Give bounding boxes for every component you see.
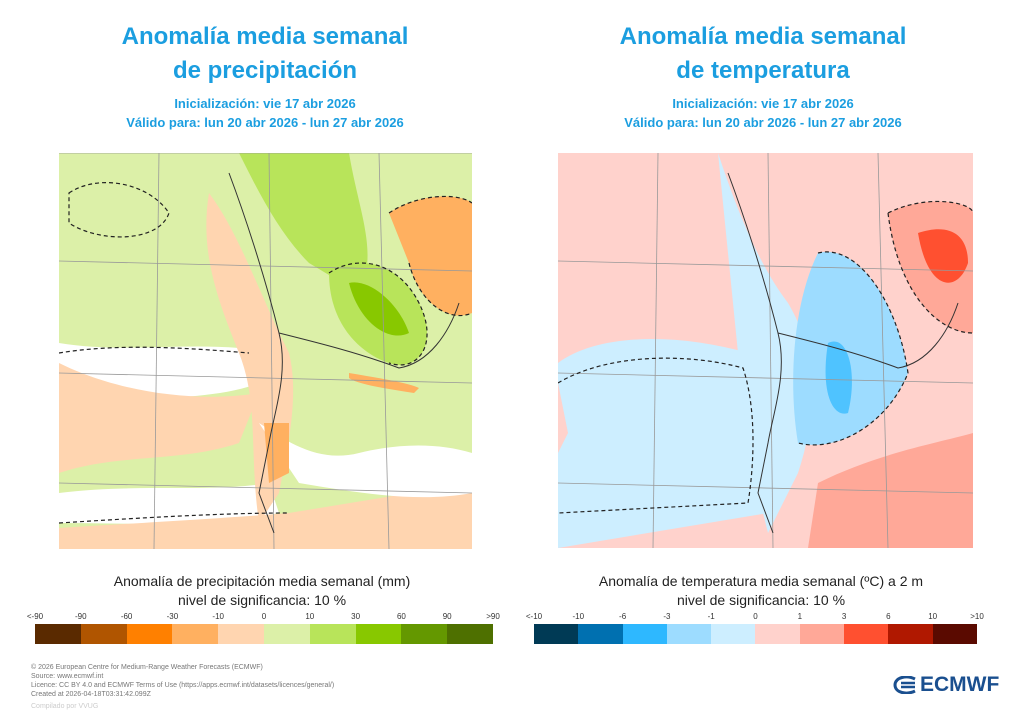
temp-significance: nivel de significancia: 10 % (676, 592, 846, 608)
temp-legend-bar (534, 624, 977, 644)
legend-tick-label: 60 (396, 612, 406, 621)
precip-caption: Anomalía de precipitación media semanal … (32, 572, 492, 610)
legend-swatch (711, 624, 756, 644)
legend-swatch (666, 624, 712, 644)
legend-swatch (932, 624, 977, 644)
footer-copyright: © 2026 European Centre for Medium-Range … (31, 664, 263, 671)
legend-swatch (355, 624, 402, 644)
legend-swatch (578, 624, 623, 644)
legend-tick-label: 10 (928, 612, 938, 621)
legend-swatch (401, 624, 448, 644)
compiled-by: Compilado por VVUG (31, 703, 99, 710)
temp-valid: Válido para: lun 20 abr 2026 - lun 27 ab… (624, 115, 902, 130)
precip-title-line1: Anomalía media semanal (121, 23, 409, 50)
legend-swatch (622, 624, 667, 644)
legend-tick-label: 0 (261, 612, 267, 621)
legend-swatch (799, 624, 845, 644)
legend-tick-label: 90 (442, 612, 452, 621)
legend-tick-label: -3 (663, 612, 671, 621)
legend-tick-label: -30 (166, 612, 179, 621)
ecmwf-logo: ECMWF (893, 673, 999, 697)
precip-legend-labels: <-90 -90 -60 -30 -10 0 10 30 60 90 >90 (27, 612, 500, 624)
temp-init: Inicialización: vie 17 abr 2026 (672, 96, 854, 111)
precip-anomaly-map (59, 153, 472, 549)
temp-title: Anomalía media semanal de temperatura (563, 20, 963, 88)
legend-swatch (844, 624, 889, 644)
footer-credits: © 2026 European Centre for Medium-Range … (31, 663, 334, 699)
legend-tick-label: -10 (572, 612, 585, 621)
legend-swatch (35, 624, 81, 644)
precip-init: Inicialización: vie 17 abr 2026 (174, 96, 356, 111)
legend-tick-label: -6 (619, 612, 627, 621)
temp-caption-text: Anomalía de temperatura media semanal (º… (598, 573, 924, 589)
legend-tick-label: -60 (120, 612, 133, 621)
legend-swatch (888, 624, 933, 644)
precip-caption-text: Anomalía de precipitación media semanal … (113, 573, 411, 589)
temp-legend-labels: <-10 -10 -6 -3 -1 0 1 3 6 10 >10 (526, 612, 984, 624)
precip-valid: Válido para: lun 20 abr 2026 - lun 27 ab… (126, 115, 404, 130)
legend-swatch (755, 624, 800, 644)
temp-dates: Inicialización: vie 17 abr 2026 Válido p… (563, 94, 963, 132)
footer-source: Source: www.ecmwf.int (31, 673, 104, 680)
precip-significance: nivel de significancia: 10 % (177, 592, 347, 608)
legend-tick-label: 3 (841, 612, 847, 621)
legend-swatch (126, 624, 173, 644)
footer-created: Created at 2026-04-18T03:31:42.099Z (31, 691, 151, 698)
legend-tick-label: 1 (797, 612, 803, 621)
footer-licence: Licence: CC BY 4.0 and ECMWF Terms of Us… (31, 682, 335, 689)
legend-tick-label: <-90 (26, 612, 44, 621)
legend-swatch (534, 624, 579, 644)
legend-tick-label: -10 (212, 612, 224, 621)
ecmwf-logo-text: ECMWF (920, 673, 1000, 696)
legend-tick-label: 6 (886, 612, 891, 621)
precip-legend-bar (35, 624, 493, 644)
ecmwf-logo-icon (893, 676, 916, 694)
temp-caption: Anomalía de temperatura media semanal (º… (531, 572, 991, 610)
legend-swatch (263, 624, 310, 644)
legend-swatch (309, 624, 356, 644)
legend-swatch (172, 624, 219, 644)
legend-tick-label: <-10 (525, 612, 543, 621)
legend-tick-label: 0 (753, 612, 758, 621)
legend-tick-label: 30 (351, 612, 361, 621)
legend-tick-label: >10 (970, 612, 984, 621)
precip-dates: Inicialización: vie 17 abr 2026 Válido p… (65, 94, 465, 132)
temp-title-line2: de temperatura (676, 57, 850, 84)
legend-swatch (218, 624, 264, 644)
legend-swatch (447, 624, 493, 644)
legend-tick-label: >90 (486, 612, 500, 621)
precip-title: Anomalía media semanal de precipitación (65, 20, 465, 88)
legend-swatch (80, 624, 127, 644)
temp-title-line1: Anomalía media semanal (619, 23, 907, 50)
legend-tick-label: 10 (305, 612, 315, 621)
temperature-anomaly-map (558, 153, 973, 548)
precip-title-line2: de precipitación (172, 57, 358, 84)
legend-tick-label: -1 (707, 612, 715, 621)
legend-tick-label: -90 (75, 612, 87, 621)
